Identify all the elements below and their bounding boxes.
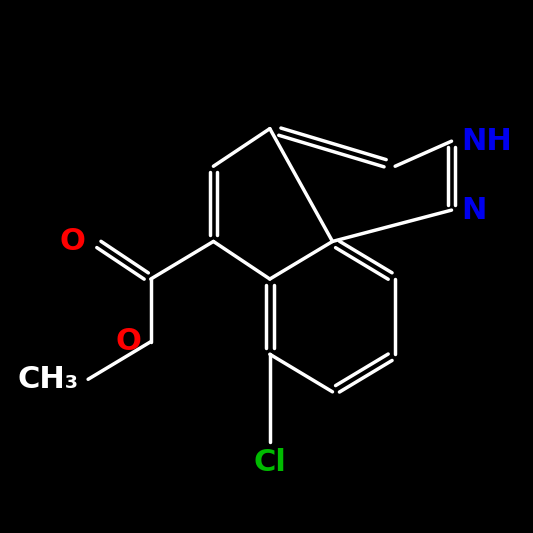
Text: O: O (116, 327, 141, 356)
Text: NH: NH (461, 127, 512, 156)
Text: CH₃: CH₃ (18, 365, 79, 394)
Text: N: N (461, 196, 486, 224)
Text: O: O (59, 227, 85, 256)
Text: Cl: Cl (253, 448, 286, 477)
